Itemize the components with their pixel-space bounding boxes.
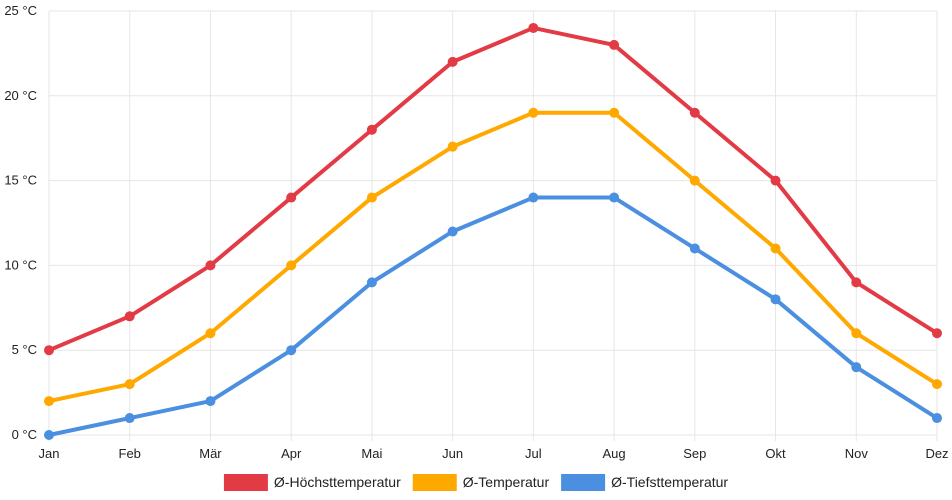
series-3 xyxy=(44,192,942,440)
grid xyxy=(48,10,938,441)
data-point[interactable] xyxy=(609,192,620,203)
data-point[interactable] xyxy=(44,345,54,356)
data-point[interactable] xyxy=(770,175,781,186)
data-point[interactable] xyxy=(528,192,539,203)
data-point[interactable] xyxy=(932,328,942,339)
data-point[interactable] xyxy=(286,260,297,271)
data-point[interactable] xyxy=(447,141,458,152)
y-tick-label: 25 °C xyxy=(4,3,37,18)
data-point[interactable] xyxy=(286,345,297,356)
x-tick-label: Jan xyxy=(39,446,60,461)
data-point[interactable] xyxy=(124,379,135,390)
y-tick-label: 20 °C xyxy=(4,88,37,103)
data-point[interactable] xyxy=(689,107,700,118)
y-tick-label: 15 °C xyxy=(4,173,37,188)
data-point[interactable] xyxy=(528,107,539,118)
x-tick-label: Mär xyxy=(199,446,222,461)
legend[interactable]: Ø-Höchsttemperatur Ø-Temperatur Ø-Tiefstte… xyxy=(223,474,728,491)
x-tick-label: Jun xyxy=(442,446,463,461)
data-point[interactable] xyxy=(689,243,700,254)
legend-swatch xyxy=(223,474,268,491)
x-tick-label: Nov xyxy=(845,446,869,461)
data-point[interactable] xyxy=(205,328,216,339)
legend-item-3[interactable]: Ø-Tiefsttemperatur xyxy=(561,474,728,491)
data-point[interactable] xyxy=(286,192,297,203)
series-line xyxy=(48,110,939,404)
data-point[interactable] xyxy=(44,430,54,440)
series-1 xyxy=(44,22,942,356)
data-point[interactable] xyxy=(851,328,862,339)
series-line xyxy=(48,25,939,353)
data-point[interactable] xyxy=(205,396,216,407)
x-tick-label: Dez xyxy=(925,446,948,461)
data-point[interactable] xyxy=(932,413,942,424)
data-point[interactable] xyxy=(609,39,620,50)
x-axis: Jan Feb Mär Apr Mai Jun Jul Aug Sep Okt Nov Dez xyxy=(39,446,949,461)
data-point[interactable] xyxy=(447,56,458,67)
legend-item-1[interactable]: Ø-Höchsttemperatur xyxy=(223,474,401,491)
data-point[interactable] xyxy=(124,311,135,322)
data-point[interactable] xyxy=(851,362,862,373)
data-point[interactable] xyxy=(44,396,54,407)
series-layer xyxy=(44,22,942,440)
y-axis: 0 °C 5 °C 10 °C 15 °C 20 °C 25 °C xyxy=(4,3,37,442)
x-tick-label: Okt xyxy=(765,446,786,461)
data-point[interactable] xyxy=(689,175,700,186)
legend-label: Ø-Tiefsttemperatur xyxy=(611,474,728,490)
data-point[interactable] xyxy=(528,22,539,33)
x-tick-label: Apr xyxy=(281,446,302,461)
x-tick-label: Mai xyxy=(361,446,382,461)
data-point[interactable] xyxy=(609,107,620,118)
legend-label: Ø-Temperatur xyxy=(463,474,550,490)
data-point[interactable] xyxy=(447,226,458,237)
legend-label: Ø-Höchsttemperatur xyxy=(274,474,401,490)
data-point[interactable] xyxy=(366,277,377,288)
y-tick-label: 10 °C xyxy=(4,257,37,272)
data-point[interactable] xyxy=(205,260,216,271)
data-point[interactable] xyxy=(770,243,781,254)
legend-item-2[interactable]: Ø-Temperatur xyxy=(412,474,550,491)
y-tick-label: 5 °C xyxy=(12,342,37,357)
series-2 xyxy=(44,107,942,407)
legend-swatch xyxy=(561,474,606,491)
x-tick-label: Jul xyxy=(525,446,542,461)
data-point[interactable] xyxy=(932,379,942,390)
data-point[interactable] xyxy=(366,192,377,203)
series-line xyxy=(48,195,939,437)
data-point[interactable] xyxy=(851,277,862,288)
y-tick-label: 0 °C xyxy=(12,427,37,442)
x-tick-label: Aug xyxy=(603,446,626,461)
x-tick-label: Feb xyxy=(119,446,141,461)
data-point[interactable] xyxy=(124,413,135,424)
data-point[interactable] xyxy=(770,294,781,305)
x-tick-label: Sep xyxy=(683,446,706,461)
data-point[interactable] xyxy=(366,124,377,135)
legend-swatch xyxy=(412,474,457,491)
